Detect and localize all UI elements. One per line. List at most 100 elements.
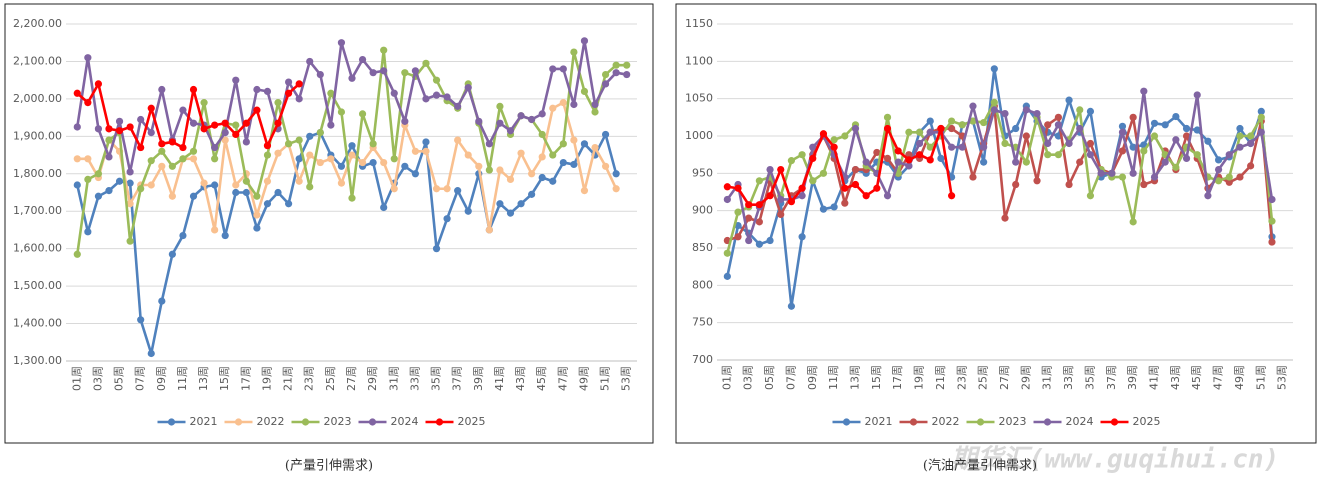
x-tick-label: 33周 bbox=[1062, 365, 1075, 390]
x-tick-label: 39周 bbox=[1126, 365, 1139, 390]
point bbox=[232, 181, 240, 189]
point bbox=[380, 46, 388, 54]
point bbox=[422, 147, 430, 155]
point bbox=[496, 166, 504, 174]
point bbox=[464, 84, 472, 92]
point bbox=[623, 61, 631, 69]
point bbox=[253, 106, 261, 114]
point bbox=[549, 104, 557, 112]
x-tick-label: 03周 bbox=[91, 366, 104, 391]
point bbox=[126, 200, 134, 208]
point bbox=[894, 147, 902, 155]
point bbox=[432, 245, 441, 253]
point bbox=[1076, 106, 1084, 114]
point bbox=[787, 157, 796, 165]
y-tick-label: 800 bbox=[692, 278, 713, 291]
point bbox=[1001, 110, 1009, 118]
point bbox=[570, 100, 578, 109]
point bbox=[1247, 139, 1255, 148]
point bbox=[73, 250, 81, 258]
point bbox=[485, 140, 493, 148]
x-tick-label: 25周 bbox=[324, 366, 337, 391]
caption: (汽油产量引伸需求) bbox=[923, 459, 1037, 474]
point bbox=[200, 125, 208, 133]
point bbox=[327, 155, 335, 163]
point bbox=[1012, 124, 1020, 133]
point bbox=[948, 117, 956, 125]
point bbox=[915, 128, 924, 136]
point bbox=[745, 201, 753, 209]
x-tick-label: 41周 bbox=[493, 366, 506, 391]
legend-label: 2024 bbox=[1066, 415, 1094, 428]
point bbox=[316, 70, 324, 79]
point bbox=[432, 91, 441, 99]
point bbox=[137, 115, 145, 124]
point bbox=[755, 177, 763, 185]
point bbox=[94, 125, 103, 133]
x-tick-label: 31周 bbox=[387, 366, 400, 391]
legend-marker bbox=[1043, 418, 1052, 426]
point bbox=[179, 106, 187, 114]
point bbox=[1118, 147, 1127, 155]
point bbox=[295, 80, 303, 88]
point bbox=[841, 132, 849, 140]
legend-marker bbox=[301, 418, 310, 426]
point bbox=[358, 158, 367, 167]
point bbox=[285, 78, 293, 86]
point bbox=[1097, 169, 1105, 177]
point bbox=[905, 156, 913, 164]
point bbox=[1204, 192, 1212, 200]
watermark: 期货汇(www.guqihui.cn) bbox=[950, 445, 1279, 475]
series-line bbox=[77, 101, 618, 232]
point bbox=[242, 188, 250, 197]
point bbox=[1236, 124, 1244, 133]
point bbox=[1150, 119, 1159, 127]
point bbox=[274, 99, 282, 107]
point bbox=[432, 185, 441, 193]
point bbox=[809, 177, 817, 185]
x-tick-label: 13周 bbox=[848, 365, 861, 390]
point bbox=[1054, 113, 1062, 121]
point bbox=[1150, 173, 1159, 181]
point bbox=[211, 226, 219, 234]
point bbox=[723, 272, 731, 280]
point bbox=[369, 140, 377, 148]
point bbox=[369, 158, 377, 167]
point bbox=[211, 121, 219, 129]
point bbox=[980, 143, 988, 151]
x-tick-label: 15周 bbox=[870, 365, 883, 390]
point bbox=[1129, 169, 1137, 177]
point bbox=[506, 209, 515, 217]
point bbox=[591, 108, 599, 116]
y-tick-label: 2,200.00 bbox=[13, 17, 62, 30]
legend-marker bbox=[842, 418, 851, 426]
x-tick-label: 03周 bbox=[742, 365, 755, 390]
x-tick-label: 25周 bbox=[977, 365, 990, 390]
point bbox=[1172, 112, 1180, 121]
point bbox=[221, 231, 229, 240]
point bbox=[851, 166, 860, 174]
point bbox=[443, 93, 451, 101]
x-tick-label: 53周 bbox=[1276, 365, 1289, 390]
point bbox=[158, 297, 166, 305]
y-tick-label: 900 bbox=[692, 204, 713, 217]
point bbox=[601, 80, 610, 88]
x-tick-label: 53周 bbox=[620, 366, 633, 391]
point bbox=[475, 117, 483, 125]
x-tick-label: 33周 bbox=[408, 366, 421, 391]
legend-marker bbox=[234, 418, 243, 426]
point bbox=[873, 148, 881, 157]
point bbox=[168, 250, 176, 258]
point bbox=[295, 177, 303, 185]
legend-marker bbox=[1110, 418, 1119, 426]
point bbox=[926, 143, 934, 151]
point bbox=[1140, 87, 1148, 95]
point bbox=[851, 124, 860, 133]
point bbox=[485, 226, 493, 234]
point bbox=[253, 224, 261, 232]
point bbox=[94, 80, 103, 88]
legend-label: 2022 bbox=[932, 415, 960, 428]
point bbox=[841, 184, 849, 192]
point bbox=[915, 151, 924, 159]
point bbox=[147, 157, 155, 165]
